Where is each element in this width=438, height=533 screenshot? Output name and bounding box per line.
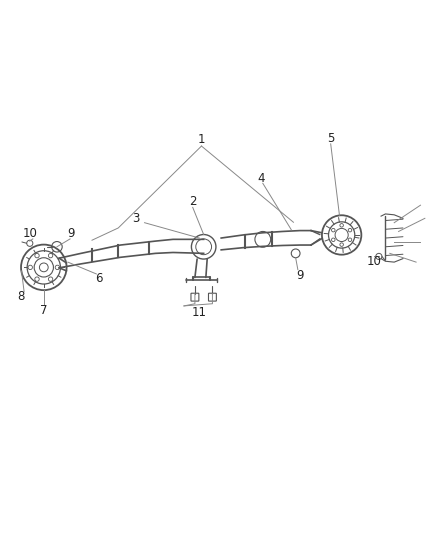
Text: 6: 6 bbox=[95, 272, 102, 285]
Text: 9: 9 bbox=[67, 227, 75, 240]
Text: 10: 10 bbox=[22, 227, 37, 240]
Text: 5: 5 bbox=[327, 132, 334, 144]
Text: 7: 7 bbox=[40, 304, 48, 317]
Text: 2: 2 bbox=[189, 195, 197, 208]
Text: 8: 8 bbox=[18, 290, 25, 303]
Text: 4: 4 bbox=[257, 172, 265, 184]
Text: 3: 3 bbox=[132, 212, 139, 225]
Text: 10: 10 bbox=[367, 255, 382, 268]
Text: 9: 9 bbox=[296, 269, 304, 282]
Text: 11: 11 bbox=[192, 306, 207, 319]
Text: 1: 1 bbox=[198, 133, 205, 146]
